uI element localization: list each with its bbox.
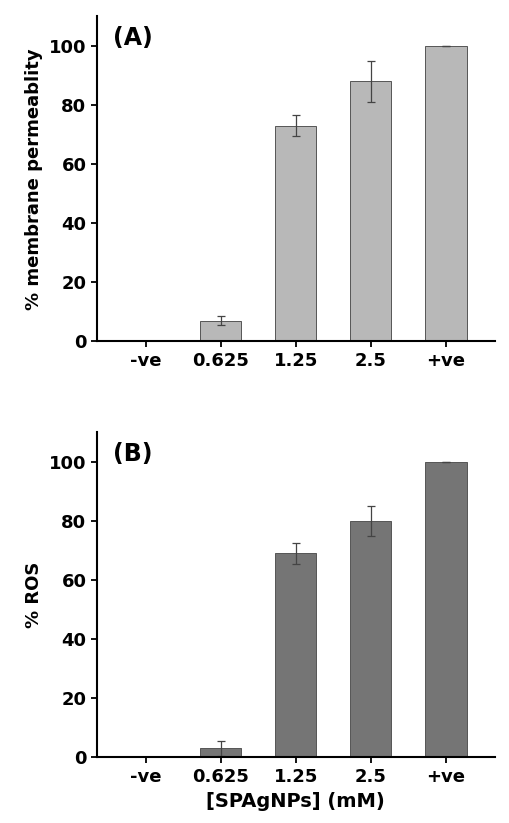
- Bar: [425, 462, 466, 757]
- Bar: [275, 126, 316, 342]
- Text: (A): (A): [112, 26, 152, 50]
- Bar: [425, 46, 466, 342]
- Bar: [350, 521, 391, 757]
- X-axis label: [SPAgNPs] (mM): [SPAgNPs] (mM): [206, 792, 384, 811]
- Bar: [350, 81, 391, 342]
- Bar: [275, 553, 316, 757]
- Bar: [200, 321, 241, 342]
- Y-axis label: % membrane permeablity: % membrane permeablity: [25, 48, 43, 309]
- Text: (B): (B): [112, 442, 152, 466]
- Y-axis label: % ROS: % ROS: [25, 561, 43, 628]
- Bar: [200, 748, 241, 757]
